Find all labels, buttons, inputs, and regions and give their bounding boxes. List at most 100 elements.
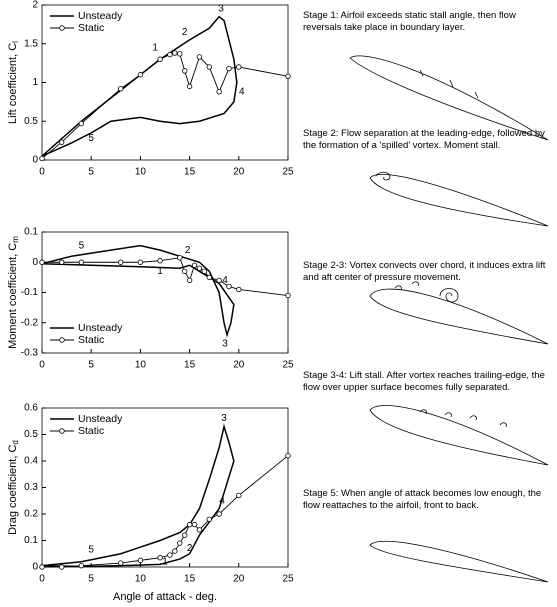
stage-description: Stage 3-4: Lift stall. After vortex reac… <box>303 370 545 393</box>
y-axis-label: Moment coefficient, Cm <box>7 236 20 349</box>
plot-frame <box>41 407 289 568</box>
airfoil-stage-3-4 <box>369 405 549 466</box>
data-point <box>236 492 242 499</box>
data-point <box>285 453 291 459</box>
flow-reversal <box>419 69 479 99</box>
data-point <box>285 73 291 79</box>
data-point <box>157 555 163 561</box>
x-tick-label: 20 <box>233 574 245 585</box>
data-point <box>181 268 188 275</box>
stage-number: 2 <box>185 245 191 256</box>
separated-flow <box>419 409 507 428</box>
y-axis-label-text: Drag coefficient, C <box>7 445 19 535</box>
data-point <box>191 262 198 268</box>
data-point <box>201 268 208 275</box>
x-tick-label: 10 <box>135 360 147 371</box>
x-tick-label: 10 <box>135 167 147 178</box>
stage-number: 1 <box>162 556 168 567</box>
stage-number: 4 <box>222 275 228 286</box>
x-tick-label: 0 <box>39 574 45 585</box>
data-point <box>78 562 85 569</box>
legend-box <box>48 321 128 347</box>
data-point <box>186 83 193 90</box>
y-axis-label-subscript: m <box>11 236 20 243</box>
data-point <box>285 292 291 299</box>
stage-number: 3 <box>221 413 227 424</box>
data-point <box>157 258 163 264</box>
legend-box <box>48 412 128 438</box>
x-axis-label: Angle of attack - deg. <box>113 591 217 603</box>
y-tick-label: 0.1 <box>24 535 38 546</box>
stage-number: 4 <box>239 86 245 97</box>
legend-box <box>48 9 128 35</box>
data-point <box>137 259 144 265</box>
data-point <box>167 552 173 558</box>
data-point <box>186 277 193 284</box>
y-axis-label-text: Lift coefficient, C <box>7 43 19 124</box>
x-tick-label: 25 <box>282 360 294 371</box>
data-point <box>216 511 222 517</box>
data-point <box>157 56 163 62</box>
stage-number: 3 <box>222 339 228 350</box>
legend-label: Static <box>78 22 104 34</box>
stage-number: 5 <box>79 240 85 251</box>
data-point <box>78 120 85 127</box>
x-tick-label: 5 <box>88 167 94 178</box>
legend-marker <box>59 337 65 343</box>
y-tick-label: 0.4 <box>24 456 38 467</box>
data-point <box>39 564 45 570</box>
data-point <box>216 277 222 284</box>
y-tick-label: -0.1 <box>21 287 39 298</box>
y-tick-label: 2 <box>32 0 38 11</box>
vortex <box>394 281 459 303</box>
x-tick-label: 15 <box>184 574 196 585</box>
stage-number: 5 <box>88 544 94 555</box>
y-tick-label: -0.3 <box>21 348 39 359</box>
data-point <box>196 265 203 271</box>
data-point <box>137 557 144 564</box>
y-axis-label: Lift coefficient, Cl <box>7 41 20 124</box>
data-point <box>78 259 85 265</box>
data-point <box>137 72 144 78</box>
data-point <box>177 255 183 261</box>
stage-description: Stage 1: Airfoil exceeds static stall an… <box>303 10 516 33</box>
data-point <box>181 532 188 538</box>
series-line <box>41 52 289 159</box>
x-tick-label: 25 <box>282 574 294 585</box>
y-tick-label: 0.5 <box>24 429 38 440</box>
legend-marker <box>59 25 65 31</box>
y-tick-label: 1.5 <box>24 38 38 49</box>
airfoil-stage-1 <box>349 55 549 141</box>
airfoil-diagrams <box>349 55 549 583</box>
plot-frame <box>41 231 289 354</box>
data-point <box>58 139 65 145</box>
data-point <box>177 51 183 57</box>
data-point <box>236 286 242 293</box>
x-tick-label: 15 <box>184 167 196 178</box>
x-tick-label: 10 <box>135 574 147 585</box>
data-point <box>236 64 242 70</box>
data-point <box>118 259 124 265</box>
data-point <box>206 516 212 522</box>
x-tick-label: 20 <box>233 167 245 178</box>
stage-number: 2 <box>187 543 193 554</box>
data-point <box>39 155 45 162</box>
series-line <box>41 244 235 338</box>
y-tick-label: 0.1 <box>24 227 38 238</box>
series-line <box>41 15 238 157</box>
y-tick-label: 0.5 <box>24 116 38 127</box>
y-tick-label: 0 <box>32 257 38 268</box>
data-point <box>226 65 232 72</box>
data-point <box>196 527 203 533</box>
data-point <box>181 68 188 74</box>
stage-number: 3 <box>218 4 224 15</box>
data-point <box>196 54 203 60</box>
airfoil-stage-5 <box>369 540 549 583</box>
airfoil-stage-2-3 <box>369 288 549 345</box>
plot-frame <box>41 4 289 161</box>
stage-number: 5 <box>88 133 94 144</box>
data-point <box>39 259 45 265</box>
stage-description: Stage 5: When angle of attack becomes lo… <box>303 488 542 511</box>
data-point <box>216 89 222 95</box>
